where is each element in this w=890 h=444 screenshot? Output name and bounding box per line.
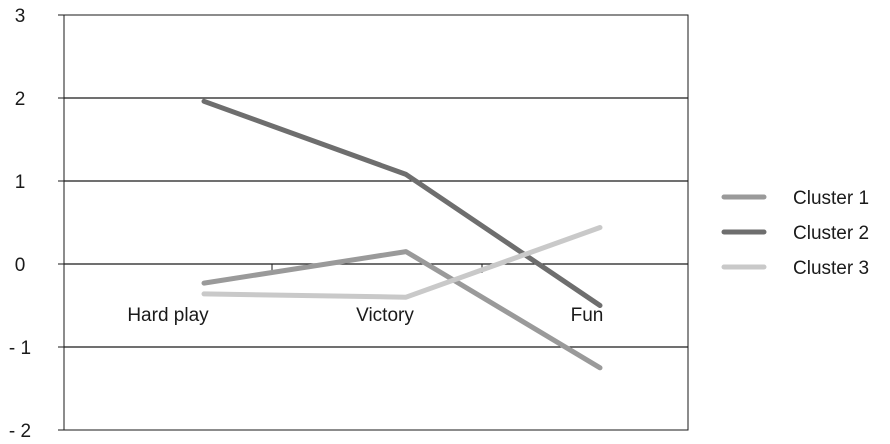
y-tick-label: - 1	[9, 338, 31, 359]
plot-frame	[63, 14, 689, 431]
grid-lines	[58, 14, 688, 431]
y-tick-label: 0	[15, 255, 26, 276]
category-label: Victory	[356, 305, 414, 326]
data-point	[598, 304, 602, 307]
data-point	[202, 281, 206, 285]
data-point	[598, 226, 602, 229]
category-label: Hard play	[127, 305, 209, 326]
data-point	[598, 366, 602, 370]
y-axis-tick-labels: 3 2 1 0 - 1 - 2	[9, 6, 31, 442]
category-labels: Hard play Victory Fun	[127, 305, 603, 326]
legend-label: Cluster 2	[793, 223, 869, 244]
data-point	[202, 292, 206, 296]
legend-label: Cluster 3	[793, 258, 869, 279]
y-tick-label: 1	[15, 172, 26, 193]
data-point	[404, 250, 408, 254]
data-point	[404, 172, 408, 176]
category-label: Fun	[571, 305, 604, 326]
legend: Cluster 1 Cluster 2 Cluster 3	[721, 188, 869, 279]
y-tick-label: 3	[15, 6, 26, 27]
series-lines	[201, 98, 603, 371]
y-tick-label: 2	[15, 89, 26, 110]
data-point	[404, 295, 408, 299]
y-tick-label: - 2	[9, 421, 31, 442]
legend-label: Cluster 1	[793, 188, 869, 209]
data-point	[202, 99, 206, 103]
